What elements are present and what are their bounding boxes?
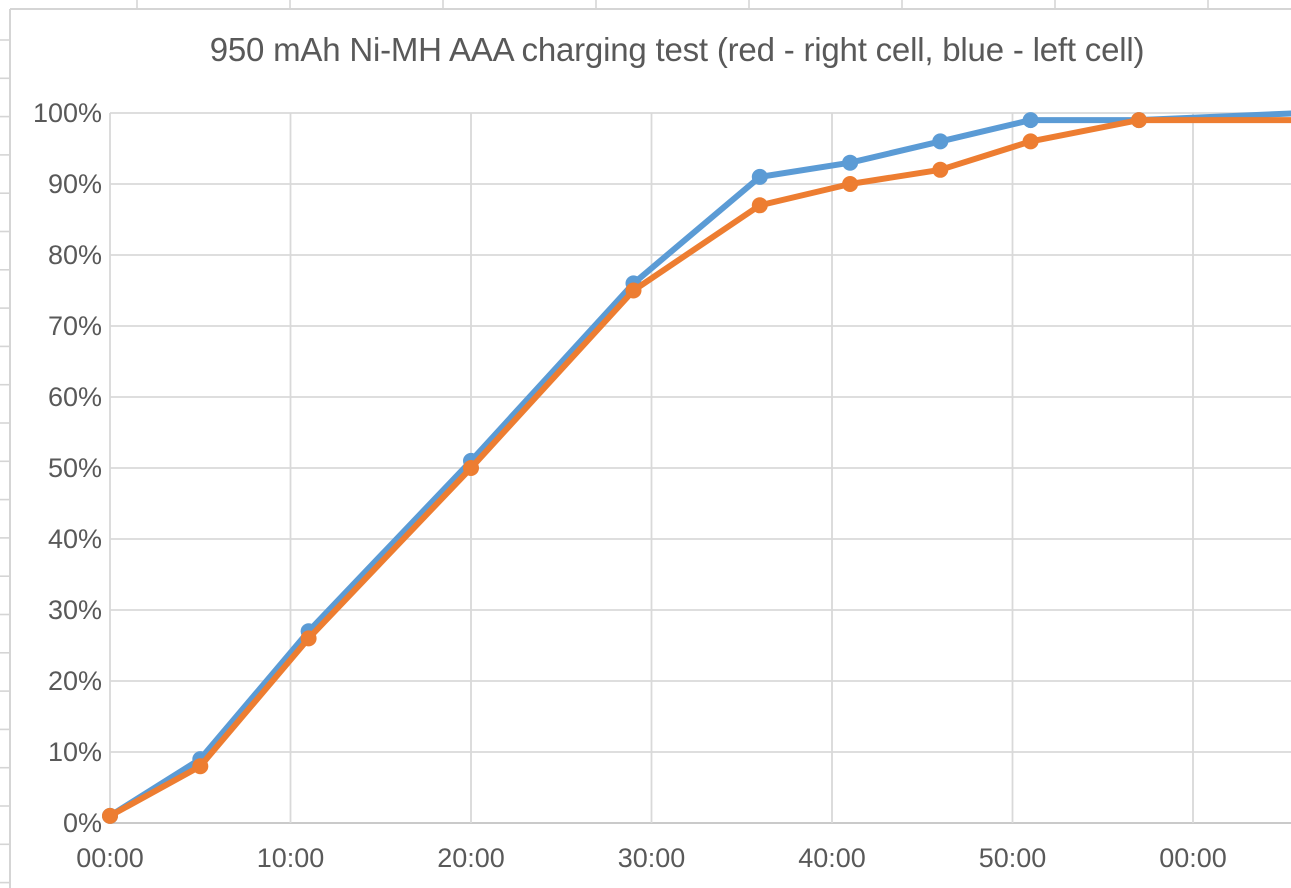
- y-tick-label: 20%: [47, 666, 102, 696]
- y-tick-label: 0%: [62, 808, 102, 838]
- x-tick-label: 50:00: [978, 843, 1047, 873]
- x-tick-label: 10:00: [256, 843, 325, 873]
- y-tick-label: 100%: [32, 98, 102, 128]
- data-point-marker-right-cell[interactable]: [192, 758, 209, 775]
- data-point-marker-right-cell[interactable]: [625, 282, 642, 299]
- x-tick-label: 00:00: [76, 843, 144, 873]
- data-point-marker-right-cell[interactable]: [300, 630, 317, 647]
- data-point-marker-right-cell[interactable]: [842, 176, 859, 192]
- y-tick-label: 90%: [47, 169, 102, 199]
- data-point-marker-right-cell[interactable]: [932, 161, 949, 178]
- series-line-left-cell[interactable]: [107, 110, 1291, 819]
- data-point-marker-left-cell[interactable]: [932, 133, 949, 150]
- data-point-marker-right-cell[interactable]: [463, 460, 479, 476]
- data-point-marker-left-cell[interactable]: [751, 168, 768, 185]
- y-tick-label: 60%: [47, 382, 102, 412]
- x-tick-label: 40:00: [798, 843, 866, 873]
- y-tick-label: 10%: [47, 737, 102, 767]
- data-point-marker-right-cell[interactable]: [751, 197, 768, 214]
- data-point-marker-left-cell[interactable]: [842, 154, 859, 171]
- x-tick-label: 20:00: [437, 843, 505, 873]
- y-tick-label: 70%: [47, 311, 102, 341]
- data-point-marker-right-cell[interactable]: [1130, 112, 1147, 129]
- x-tick-label: 30:00: [617, 843, 686, 873]
- data-point-marker-left-cell[interactable]: [1022, 112, 1039, 129]
- data-point-marker-right-cell[interactable]: [102, 807, 118, 824]
- y-tick-label: 40%: [47, 524, 102, 554]
- data-point-marker-right-cell[interactable]: [1022, 133, 1039, 150]
- chart-title: 950 mAh Ni-MH AAA charging test (red - r…: [209, 31, 1145, 68]
- y-tick-label: 30%: [47, 595, 102, 625]
- x-tick-label: 00:00: [1159, 843, 1227, 873]
- y-tick-label: 80%: [47, 240, 102, 270]
- y-tick-label: 50%: [47, 453, 102, 483]
